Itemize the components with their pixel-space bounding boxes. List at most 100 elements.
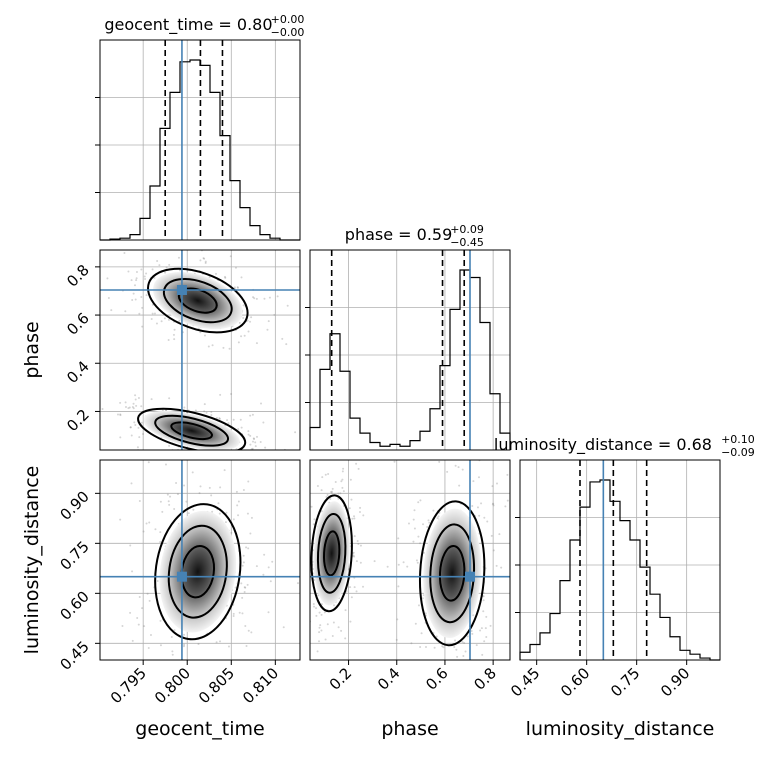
- sample-point: [148, 599, 151, 602]
- sample-point: [245, 644, 248, 647]
- sample-point: [137, 426, 140, 429]
- sample-point: [188, 227, 190, 229]
- sample-point: [249, 320, 252, 323]
- sample-point: [202, 257, 205, 260]
- sample-point: [296, 545, 298, 547]
- sample-point: [145, 294, 148, 297]
- sample-point: [342, 467, 345, 470]
- sample-point: [472, 614, 475, 617]
- sample-point: [223, 469, 226, 472]
- sample-point: [183, 484, 186, 487]
- sample-point: [355, 560, 358, 563]
- sample-point: [242, 554, 245, 557]
- sample-point: [420, 632, 423, 635]
- sample-point: [489, 624, 492, 627]
- sample-point: [433, 700, 435, 702]
- sample-point: [359, 506, 362, 509]
- axes-frame: [309, 249, 511, 451]
- sample-point: [324, 638, 327, 641]
- sample-point: [412, 518, 415, 521]
- sample-point: [137, 691, 139, 693]
- sample-point: [163, 317, 166, 320]
- sample-point: [315, 614, 318, 617]
- sample-point: [479, 629, 482, 632]
- sample-point: [276, 295, 279, 298]
- sample-point: [417, 501, 420, 504]
- sample-point: [132, 292, 135, 295]
- sample-point: [237, 514, 240, 517]
- sample-point: [480, 627, 483, 630]
- sample-point: [246, 457, 248, 459]
- sample-point: [229, 453, 231, 455]
- sample-point: [435, 635, 438, 638]
- sample-point: [357, 542, 360, 545]
- sample-point: [240, 426, 243, 429]
- sample-point: [344, 637, 347, 640]
- sample-point: [168, 444, 171, 447]
- sample-point: [307, 568, 309, 570]
- sample-point: [137, 243, 139, 245]
- sample-point: [241, 462, 243, 464]
- axes-frame: [99, 249, 301, 451]
- sample-point: [492, 504, 495, 507]
- sample-point: [107, 246, 109, 248]
- x-tick-label: 0.45: [507, 664, 543, 700]
- sample-point: [134, 423, 137, 426]
- sample-point: [138, 436, 141, 439]
- sample-point: [316, 484, 319, 487]
- sample-point: [204, 466, 206, 468]
- sample-point: [127, 407, 130, 410]
- sample-point: [168, 263, 171, 266]
- sample-point: [359, 561, 362, 564]
- sample-point: [132, 402, 135, 405]
- sample-point: [413, 509, 416, 512]
- sample-point: [140, 421, 143, 424]
- sample-point: [147, 671, 149, 673]
- sample-point: [129, 426, 132, 429]
- sample-point: [204, 260, 207, 263]
- sample-point: [334, 481, 337, 484]
- sample-point: [198, 452, 200, 454]
- contour-level-1: [162, 278, 233, 324]
- sample-point: [211, 344, 214, 347]
- sample-point: [331, 635, 334, 638]
- sample-point: [471, 505, 474, 508]
- sample-point: [106, 277, 109, 280]
- sample-point: [218, 417, 221, 420]
- histogram-luminosity_distance: [519, 479, 720, 661]
- sample-point: [252, 296, 255, 299]
- sample-point: [167, 500, 170, 503]
- sample-point: [492, 549, 495, 552]
- sample-point: [236, 286, 239, 289]
- sample-point: [504, 505, 507, 508]
- sample-point: [274, 454, 276, 456]
- truth-marker: [465, 571, 475, 582]
- sample-point: [318, 626, 321, 629]
- sample-point: [355, 590, 358, 593]
- sample-point: [324, 473, 327, 476]
- sample-point: [169, 495, 172, 498]
- sample-point: [134, 394, 137, 397]
- sample-point: [243, 591, 246, 594]
- sample-point: [140, 237, 142, 239]
- sample-point: [416, 561, 419, 564]
- sample-point: [151, 312, 154, 315]
- sample-point: [254, 441, 257, 444]
- sample-point: [129, 611, 132, 614]
- sample-point: [397, 563, 400, 566]
- sample-point: [199, 331, 202, 334]
- sample-point: [355, 462, 358, 465]
- sample-point: [173, 328, 176, 331]
- sample-point: [173, 229, 175, 231]
- sample-point: [203, 403, 206, 406]
- sample-point: [161, 668, 163, 670]
- sample-point: [210, 494, 213, 497]
- sample-point: [475, 644, 478, 647]
- sample-point: [237, 341, 240, 344]
- sample-point: [230, 392, 233, 395]
- sample-point: [332, 604, 335, 607]
- x-tick-label: 0.810: [239, 664, 282, 707]
- contour-level-2: [170, 421, 213, 441]
- sample-point: [217, 502, 220, 505]
- sample-point: [243, 334, 246, 337]
